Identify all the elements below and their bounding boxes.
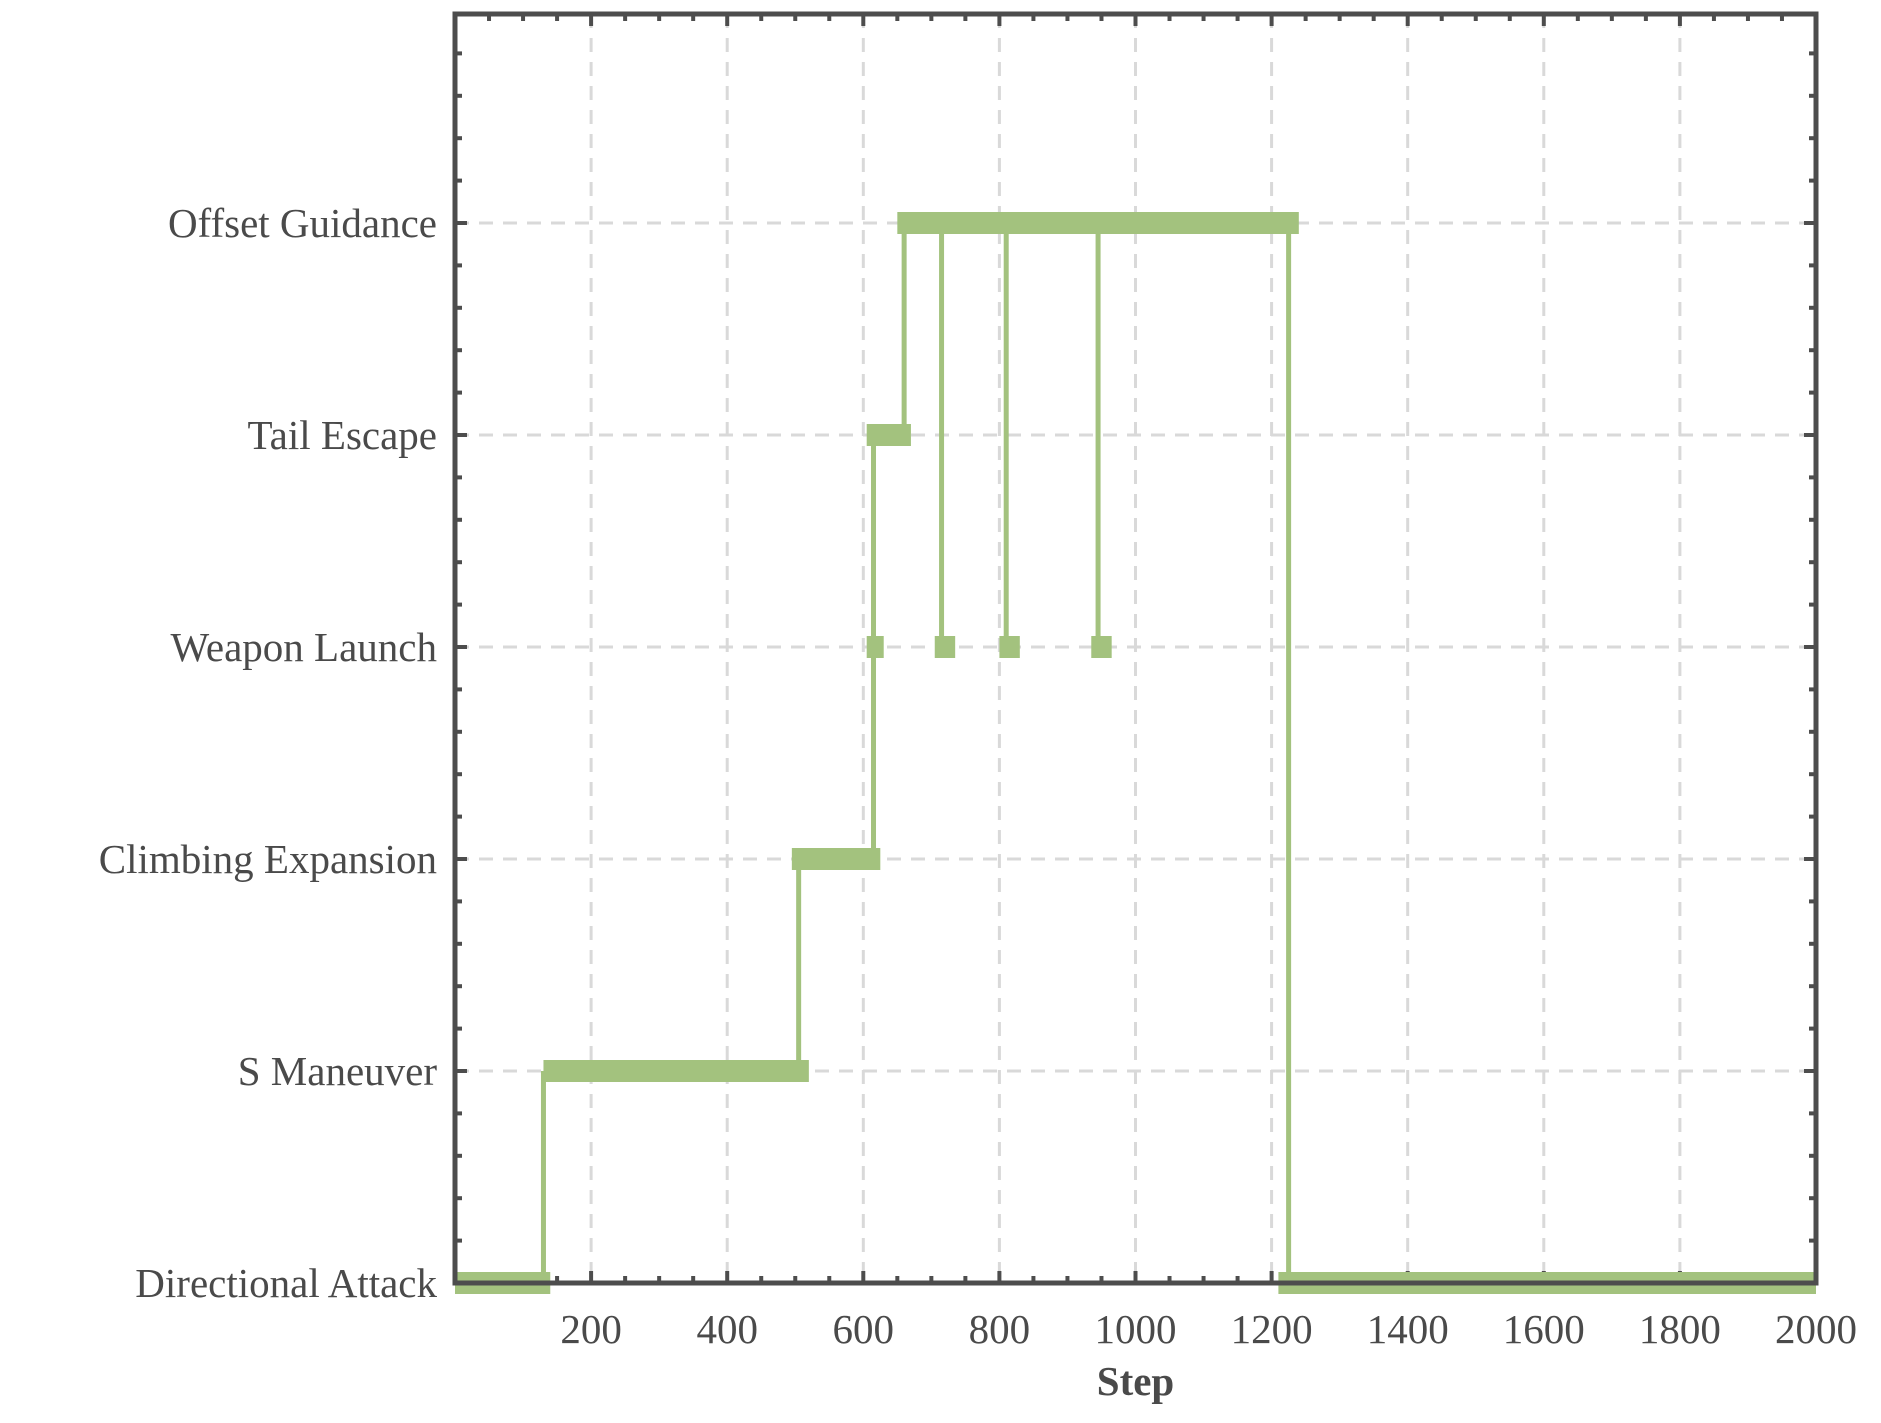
state-segment xyxy=(866,636,884,658)
y-tick-label: Offset Guidance xyxy=(168,200,437,246)
x-tick-label: 800 xyxy=(969,1306,1031,1352)
x-tick-label: 200 xyxy=(560,1306,622,1352)
state-segment xyxy=(866,424,911,446)
y-tick-label: S Maneuver xyxy=(238,1048,438,1094)
state-segment xyxy=(543,1060,809,1082)
x-axis-title: Step xyxy=(1097,1358,1174,1404)
x-tick-label: 2000 xyxy=(1775,1306,1857,1352)
x-tick-label: 1800 xyxy=(1639,1306,1721,1352)
grid-layer xyxy=(455,14,1816,1283)
state-segment xyxy=(934,636,956,658)
state-segment xyxy=(1091,636,1112,658)
x-tick-label: 1400 xyxy=(1367,1306,1449,1352)
y-tick-label: Climbing Expansion xyxy=(99,836,437,882)
y-tick-label: Directional Attack xyxy=(135,1260,437,1306)
x-tick-label: 1000 xyxy=(1095,1306,1177,1352)
plot-frame xyxy=(452,11,1819,1286)
x-tick-label: 1200 xyxy=(1231,1306,1313,1352)
state-segment xyxy=(897,212,1299,234)
x-tick-label: 400 xyxy=(696,1306,758,1352)
label-layer: 200 400 600 800 1000 1200 1400 1600 1800 2000 Dire… xyxy=(99,200,1857,1352)
state-segment xyxy=(999,636,1020,658)
x-tick-label: 600 xyxy=(833,1306,895,1352)
y-tick-label: Weapon Launch xyxy=(171,624,438,670)
state-segment xyxy=(791,848,881,870)
y-tick-label: Tail Escape xyxy=(247,412,437,458)
x-tick-label: 1600 xyxy=(1503,1306,1585,1352)
